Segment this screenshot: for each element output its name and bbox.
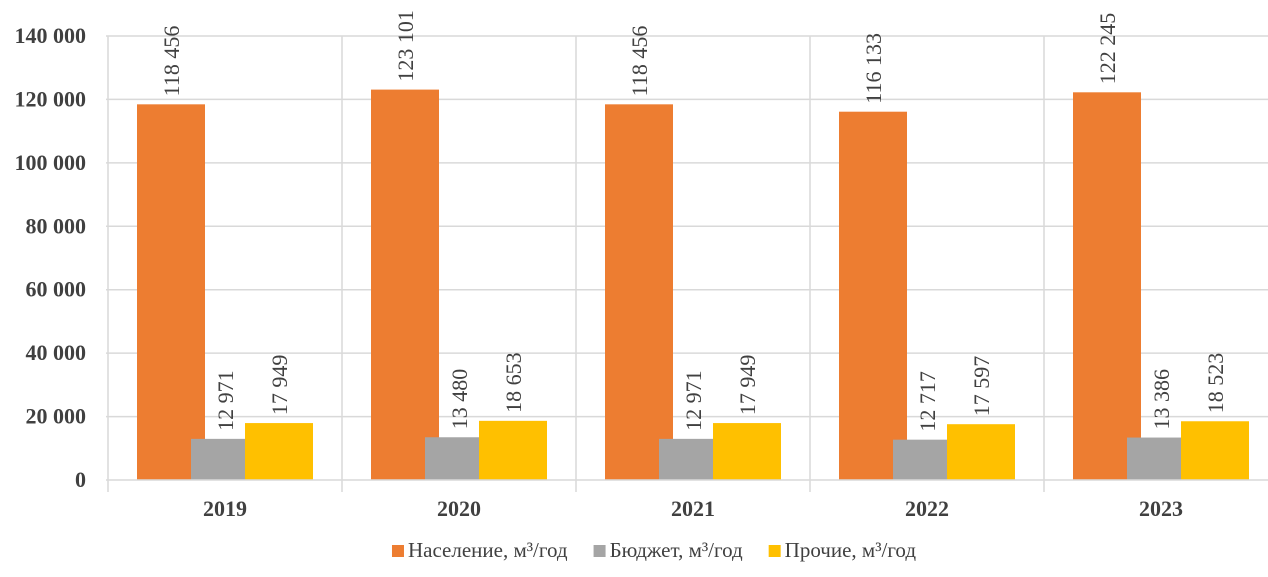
bar [1181, 421, 1249, 480]
legend-swatch [391, 545, 404, 557]
y-axis: 0 20 000 40 000 60 000 80 000 100 000 120 000 1… [15, 23, 87, 492]
y-tick-label: 0 [75, 467, 86, 492]
legend-item: Бюджет, м³/год [593, 538, 743, 562]
y-tick-label: 120 000 [15, 86, 87, 111]
bar [947, 424, 1015, 480]
data-label: 116 133 [861, 33, 886, 104]
data-labels: 118 456 12 971 17 949 123 101 13 480 18 653 11… [159, 10, 1228, 432]
gridlines [106, 35, 1268, 492]
data-label: 12 971 [681, 370, 706, 431]
x-axis-labels: 2019 2020 2021 2022 2023 [203, 496, 1183, 521]
y-tick-label: 140 000 [15, 23, 87, 48]
data-label: 13 386 [1149, 369, 1174, 430]
data-label: 123 101 [393, 10, 418, 82]
x-tick-label: 2022 [905, 496, 949, 521]
data-label: 118 456 [627, 26, 652, 97]
y-tick-label: 80 000 [26, 213, 87, 238]
x-tick-label: 2021 [671, 496, 715, 521]
bar [605, 104, 673, 480]
data-label: 17 597 [969, 356, 994, 417]
data-label: 12 971 [213, 370, 238, 431]
legend-swatch [768, 545, 781, 557]
y-tick-label: 100 000 [15, 150, 87, 175]
legend-swatch [593, 545, 606, 557]
bars [137, 89, 1249, 481]
y-tick-label: 20 000 [26, 404, 87, 429]
bar [713, 423, 781, 480]
data-label: 18 653 [501, 352, 526, 413]
data-label: 18 523 [1203, 353, 1228, 414]
data-label: 12 717 [915, 371, 940, 432]
legend-label: Бюджет, м³/год [610, 538, 743, 562]
bar [1073, 92, 1141, 480]
x-tick-label: 2023 [1139, 496, 1183, 521]
bar [371, 89, 439, 481]
data-label: 118 456 [159, 26, 184, 97]
x-tick-label: 2020 [437, 496, 481, 521]
data-label: 13 480 [447, 369, 472, 430]
data-label: 17 949 [735, 355, 760, 416]
bar [839, 111, 907, 481]
legend-item: Население, м³/год [391, 538, 568, 562]
legend-label: Прочие, м³/год [785, 538, 917, 562]
legend: Население, м³/год Бюджет, м³/год Прочие, м… [391, 538, 917, 562]
legend-item: Прочие, м³/год [768, 538, 917, 562]
x-tick-label: 2019 [203, 496, 247, 521]
bar [245, 423, 313, 480]
legend-label: Население, м³/год [408, 538, 568, 562]
y-tick-label: 40 000 [26, 340, 87, 365]
y-tick-label: 60 000 [26, 277, 87, 302]
data-label: 122 245 [1095, 13, 1120, 85]
bar [137, 104, 205, 480]
bar [479, 420, 547, 480]
data-label: 17 949 [267, 355, 292, 416]
